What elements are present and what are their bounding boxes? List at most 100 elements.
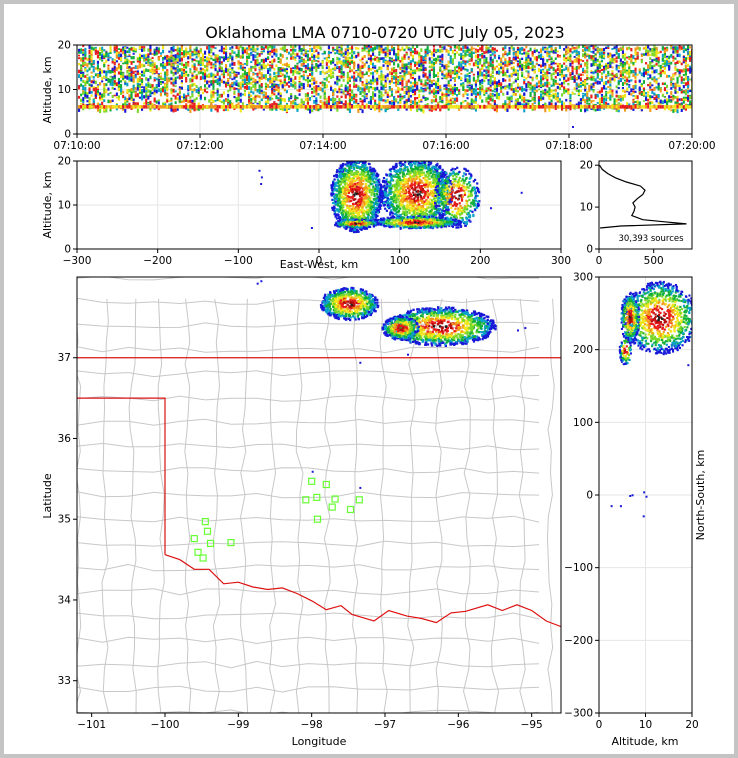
source-cell xyxy=(315,55,318,59)
source-cell xyxy=(94,52,97,55)
source-cell xyxy=(235,74,238,77)
source-cell xyxy=(351,94,354,97)
source-cell xyxy=(569,48,572,52)
source-cell xyxy=(172,80,175,85)
source-cell xyxy=(380,57,383,60)
source-cell xyxy=(300,63,303,67)
source-cell xyxy=(246,61,249,66)
source-cell xyxy=(206,59,209,63)
source-cell xyxy=(378,90,381,93)
source-cell xyxy=(380,80,383,83)
source-cell xyxy=(403,48,406,52)
source-cell xyxy=(594,57,597,62)
source-cell xyxy=(180,80,183,84)
source-cell xyxy=(435,60,438,65)
source-cell xyxy=(493,82,496,85)
source-cell xyxy=(586,53,589,56)
source-cell xyxy=(416,50,419,55)
source-cell xyxy=(590,51,593,53)
source-cell xyxy=(174,56,177,61)
source-cell xyxy=(495,84,498,88)
source-cell xyxy=(124,75,127,79)
source-cell xyxy=(445,93,448,97)
source-cell xyxy=(260,51,263,54)
source-cell xyxy=(556,62,559,67)
source-cell xyxy=(502,66,505,71)
source-cell xyxy=(489,103,492,106)
source-cell xyxy=(432,99,435,103)
source-cell xyxy=(369,48,372,52)
source-cell xyxy=(401,97,404,100)
source-cell xyxy=(414,80,417,85)
source-cell xyxy=(466,105,469,109)
source-cell xyxy=(481,85,484,89)
source-cell xyxy=(477,92,480,96)
source-cell xyxy=(306,78,309,81)
source-cell xyxy=(157,56,160,61)
source-cell xyxy=(565,51,568,56)
source-cell xyxy=(470,93,473,96)
source-cell xyxy=(420,62,423,66)
source-cell xyxy=(516,90,519,93)
source-cell xyxy=(126,89,129,94)
source-cell xyxy=(548,87,551,91)
source-cell xyxy=(264,95,267,99)
source-cell xyxy=(315,91,318,96)
source-cell xyxy=(432,48,435,53)
source-cell xyxy=(155,84,158,87)
source-cell xyxy=(292,46,295,51)
source-cell xyxy=(355,84,358,88)
source-cell xyxy=(204,79,207,83)
source-cell xyxy=(243,47,246,51)
source-cell xyxy=(477,75,480,78)
source-cell xyxy=(216,82,219,85)
source-cell xyxy=(332,58,335,62)
source-cell xyxy=(405,53,408,56)
source-cell xyxy=(592,105,595,109)
source-cell xyxy=(243,68,246,71)
source-cell xyxy=(388,100,391,105)
source-cell xyxy=(542,63,545,67)
source-cell xyxy=(485,92,488,95)
source-cell xyxy=(281,105,284,109)
source-cell xyxy=(178,53,181,56)
source-cell xyxy=(109,69,112,74)
source-cell xyxy=(317,92,320,96)
lma-figure: Oklahoma LMA 0710-0720 UTC July 05, 2023… xyxy=(41,23,716,748)
source-cell xyxy=(430,60,433,64)
source-cell xyxy=(348,87,351,90)
source-cell xyxy=(506,67,509,70)
source-cell xyxy=(325,100,328,104)
source-cell xyxy=(453,66,456,70)
source-cell xyxy=(174,69,177,73)
source-cell xyxy=(338,60,341,64)
source-cell xyxy=(193,98,196,103)
source-cell xyxy=(155,67,158,71)
source-cell xyxy=(357,67,360,71)
source-cell xyxy=(183,52,186,56)
source-cell xyxy=(277,105,280,109)
source-cell xyxy=(411,72,414,75)
source-cell xyxy=(359,100,362,103)
source-cell xyxy=(592,82,595,86)
source-cell xyxy=(592,100,595,102)
source-cell xyxy=(191,72,194,75)
source-cell xyxy=(498,67,501,72)
source-cell xyxy=(325,97,328,100)
source-cell xyxy=(151,56,154,60)
source-cell xyxy=(250,94,253,98)
source-cell xyxy=(189,68,192,70)
source-cell xyxy=(489,61,492,65)
source-cell xyxy=(521,71,524,75)
source-cell xyxy=(365,94,368,98)
source-cell xyxy=(128,94,131,98)
source-cell xyxy=(588,97,591,102)
source-cell xyxy=(575,77,578,80)
source-cell xyxy=(382,49,385,54)
source-cell xyxy=(141,108,144,111)
source-cell xyxy=(134,70,137,73)
source-cell xyxy=(269,108,272,111)
source-cell xyxy=(239,81,242,85)
source-cell xyxy=(378,46,381,50)
source-cell xyxy=(279,72,282,75)
